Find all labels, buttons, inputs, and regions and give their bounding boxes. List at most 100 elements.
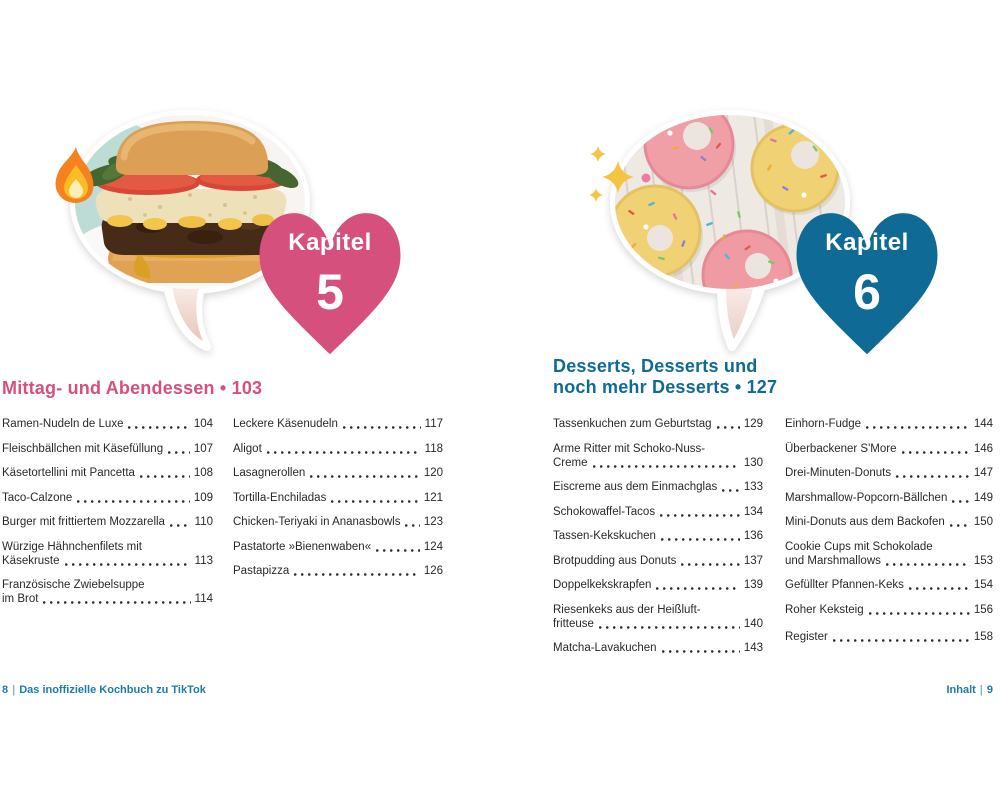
toc-entry-page: 123 xyxy=(423,516,443,528)
toc-entry-page: 129 xyxy=(743,418,763,430)
toc-right-col2: Einhorn-Fudge 144 Überbackener S'More 14… xyxy=(785,417,993,654)
toc-entry-page: 114 xyxy=(194,593,213,605)
dot-leader xyxy=(376,548,420,552)
bubble-tail xyxy=(726,287,753,339)
dot-leader xyxy=(949,524,970,527)
dot-leader xyxy=(885,562,970,566)
dot-leader xyxy=(598,625,740,629)
toc-entry-label: Pastatorte »Bienenwaben« xyxy=(233,540,372,553)
footer-right: Inhalt | 9 xyxy=(946,684,993,696)
dot-leader xyxy=(681,562,740,566)
toc-entry-page: 120 xyxy=(423,467,443,479)
toc-entry-label: Drei-Minuten-Donuts xyxy=(785,467,892,479)
dot-leader xyxy=(661,650,740,653)
dot-leader xyxy=(405,524,420,527)
toc-entry-label: Tortilla-Enchiladas xyxy=(233,491,327,504)
toc-entry-page: 134 xyxy=(743,505,763,518)
right-page-title-line2: noch mehr Desserts • 127 xyxy=(553,376,778,397)
toc-entry-label: Chicken-Teriyaki in Ananasbowls xyxy=(233,516,401,528)
toc-entry: Chicken-Teriyaki in Ananasbowls 123 xyxy=(233,515,443,529)
toc-entry-label: Lasagnerollen xyxy=(233,467,306,479)
toc-entry-label: Brotpudding aus Donuts xyxy=(553,554,677,567)
toc-entry: Matcha-Lavakuchen 143 xyxy=(553,641,763,655)
toc-entry: Überbackener S'More 146 xyxy=(785,442,993,456)
toc-entry-label-line1: Arme Ritter mit Schoko-Nuss- xyxy=(553,442,706,455)
footer-separator: | xyxy=(12,684,16,696)
dot-leader xyxy=(901,450,970,454)
left-page-title: Mittag- und Abendessen • 103 xyxy=(2,378,262,399)
toc-entry-page: 147 xyxy=(973,467,993,479)
toc-entry-label-line1: Französische Zwiebelsuppe xyxy=(2,579,145,591)
toc-left-col1: Ramen-Nudeln de Luxe 104 Fleischbällchen… xyxy=(2,417,213,617)
dot-leader xyxy=(832,638,970,642)
toc-entry: Drei-Minuten-Donuts 147 xyxy=(785,466,993,480)
toc-entry: Doppelkekskrapfen 139 xyxy=(553,578,763,592)
toc-entry-label: Creme xyxy=(553,456,588,469)
toc-entry-page: 153 xyxy=(973,554,993,567)
toc-entry-page: 136 xyxy=(743,530,763,542)
toc-entry: Würzige Hähnchenfilets mit Käsekruste 11… xyxy=(2,540,213,568)
toc-entry: Taco-Calzone 109 xyxy=(2,491,213,505)
footer-left-page-number: 8 xyxy=(2,684,9,696)
dot-leader xyxy=(139,475,190,478)
toc-entry-page: 117 xyxy=(424,418,443,430)
toc-entry-label: Taco-Calzone xyxy=(2,491,73,504)
toc-entry-label: fritteuse xyxy=(553,617,594,630)
dot-leader xyxy=(952,499,970,503)
footer-book-title: Das inoffizielle Kochbuch zu TikTok xyxy=(19,684,206,696)
toc-entry-page: 144 xyxy=(973,418,993,430)
toc-entry-page: 118 xyxy=(424,442,443,455)
toc-entry: Eiscreme aus dem Einmachglas 133 xyxy=(553,480,763,494)
toc-entry: Riesenkeks aus der Heißluft- fritteuse 1… xyxy=(553,603,763,631)
toc-entry-label: Käsekruste xyxy=(2,554,60,567)
dot-leader xyxy=(77,499,190,503)
dot-leader xyxy=(64,562,191,566)
toc-entry-page: 150 xyxy=(973,516,993,528)
toc-entry-page: 133 xyxy=(743,481,763,493)
toc-entry-label: im Brot xyxy=(2,593,39,605)
toc-entry-page: 113 xyxy=(194,554,213,567)
toc-entry: Aligot 118 xyxy=(233,442,443,456)
toc-entry-label: Käsetortellini mit Pancetta xyxy=(2,467,135,479)
toc-entry-page: 130 xyxy=(743,456,763,469)
toc-entry-page: 146 xyxy=(973,442,993,455)
right-page-title-line1: Desserts, Desserts und xyxy=(553,356,758,376)
toc-entry: Gefüllter Pfannen-Keks 154 xyxy=(785,578,993,592)
toc-entry: Arme Ritter mit Schoko-Nuss- Creme 130 xyxy=(553,442,763,470)
toc-entry: Roher Keksteig 156 xyxy=(785,603,993,617)
toc-entry: Marshmallow-Popcorn-Bällchen 149 xyxy=(785,491,993,505)
toc-entry: Register 158 xyxy=(785,630,993,644)
toc-entry-label: Ramen-Nudeln de Luxe xyxy=(2,418,124,430)
toc-entry-label: Burger mit frittiertem Mozzarella xyxy=(2,516,165,528)
toc-entry: Schokowaffel-Tacos 134 xyxy=(553,505,763,519)
dot-leader xyxy=(592,464,740,468)
footer: 8 | Das inoffizielle Kochbuch zu TikTok In… xyxy=(2,684,993,696)
toc-entry-label: Schokowaffel-Tacos xyxy=(553,505,656,518)
toc-entry-label: Fleischbällchen mit Käsefüllung xyxy=(2,442,164,455)
toc-entry: Leckere Käsenudeln 117 xyxy=(233,417,443,431)
toc-entry-page: 149 xyxy=(973,491,993,504)
dot-leader xyxy=(169,524,191,527)
toc-entry-page: 137 xyxy=(743,554,763,567)
toc-entry-label: Einhorn-Fudge xyxy=(785,418,862,430)
toc-entry-page: 158 xyxy=(973,630,993,643)
dot-leader xyxy=(310,475,420,478)
toc-entry: Tortilla-Enchiladas 121 xyxy=(233,491,443,505)
toc-entry-label: Aligot xyxy=(233,442,262,455)
dot-leader xyxy=(294,573,420,576)
sparkles-icon xyxy=(589,146,634,202)
dot-leader xyxy=(896,475,970,478)
toc-entry-page: 139 xyxy=(743,579,763,591)
toc-entry-label: Roher Keksteig xyxy=(785,603,864,616)
toc-entry-page: 108 xyxy=(193,467,213,479)
dot-leader xyxy=(716,426,740,429)
toc-entry-page: 143 xyxy=(743,642,763,654)
dot-leader xyxy=(656,587,740,590)
toc-entry-label: Tassen-Kekskuchen xyxy=(553,530,656,542)
chapter-label: Kapitel xyxy=(288,229,372,256)
toc-entry-label-line1: Cookie Cups mit Schokolade xyxy=(785,540,933,553)
chapter-number: 6 xyxy=(853,264,881,320)
footer-section-label: Inhalt xyxy=(946,684,976,696)
chapter-heart: Kapitel 5 xyxy=(259,213,401,355)
toc-entry-label: Tassenkuchen zum Geburtstag xyxy=(553,418,712,430)
